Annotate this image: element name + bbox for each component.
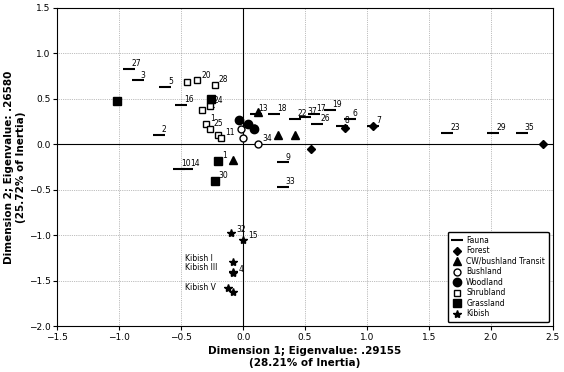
Text: 27: 27 bbox=[132, 59, 142, 68]
Text: 28: 28 bbox=[219, 75, 228, 84]
Text: 37: 37 bbox=[308, 107, 318, 116]
Text: 16: 16 bbox=[184, 95, 193, 104]
Text: 1: 1 bbox=[210, 114, 215, 124]
Text: 10: 10 bbox=[182, 159, 191, 168]
Text: 11: 11 bbox=[225, 128, 235, 137]
Text: 9: 9 bbox=[285, 153, 290, 161]
Text: Kibish I: Kibish I bbox=[184, 254, 213, 263]
Text: Kibish III: Kibish III bbox=[184, 263, 217, 272]
Text: 22: 22 bbox=[298, 109, 307, 118]
Text: 13: 13 bbox=[258, 104, 268, 113]
Text: 4: 4 bbox=[239, 265, 244, 274]
Text: 32: 32 bbox=[236, 225, 246, 234]
Text: 21: 21 bbox=[206, 101, 216, 110]
Text: 18: 18 bbox=[277, 104, 287, 113]
Text: 2: 2 bbox=[162, 125, 166, 134]
Text: 24: 24 bbox=[214, 96, 223, 105]
Text: 7: 7 bbox=[376, 116, 381, 125]
Text: 34: 34 bbox=[262, 134, 272, 143]
Text: 8: 8 bbox=[345, 116, 350, 125]
Text: 6: 6 bbox=[352, 109, 357, 118]
Text: Kibish V: Kibish V bbox=[184, 283, 215, 292]
Text: 26: 26 bbox=[320, 114, 330, 124]
Text: 5: 5 bbox=[168, 77, 173, 86]
Text: 1: 1 bbox=[223, 151, 227, 160]
Text: 30: 30 bbox=[219, 171, 228, 180]
Y-axis label: Dimension 2; Eigenvalue: .26580
(25.72% of Inertia): Dimension 2; Eigenvalue: .26580 (25.72% … bbox=[4, 70, 26, 264]
Text: 33: 33 bbox=[285, 177, 296, 186]
Text: 14: 14 bbox=[190, 159, 200, 168]
Text: 23: 23 bbox=[450, 124, 460, 132]
Text: 35: 35 bbox=[525, 124, 534, 132]
Text: 15: 15 bbox=[249, 231, 258, 240]
Text: 25: 25 bbox=[214, 119, 223, 128]
Text: 19: 19 bbox=[333, 100, 342, 109]
Text: 17: 17 bbox=[316, 104, 326, 113]
Text: 3: 3 bbox=[140, 71, 146, 80]
Text: 20: 20 bbox=[201, 71, 211, 80]
Text: 29: 29 bbox=[496, 124, 506, 132]
Legend: Fauna, Forest, CW/bushland Transit, Bushland, Woodland, Shrubland, Grassland, Ki: Fauna, Forest, CW/bushland Transit, Bush… bbox=[448, 232, 549, 322]
X-axis label: Dimension 1; Eigenvalue: .29155
(28.21% of Inertia): Dimension 1; Eigenvalue: .29155 (28.21% … bbox=[209, 346, 402, 368]
